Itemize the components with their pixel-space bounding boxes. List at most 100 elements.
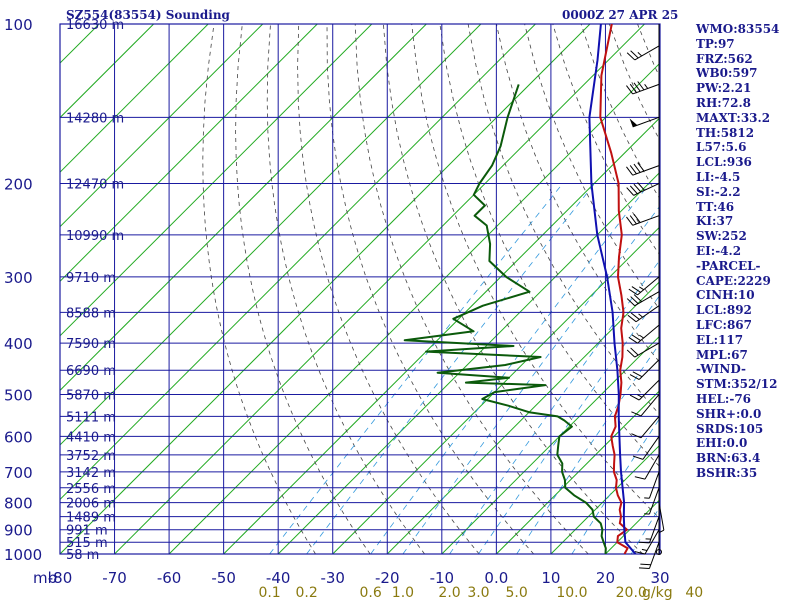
height-label: 5111 m: [66, 410, 116, 425]
wind-barb: [631, 416, 660, 439]
wind-barb: [626, 291, 660, 307]
temperature-tick-label: -40: [266, 569, 291, 587]
index-entry: KI:37: [696, 214, 734, 229]
wind-barb: [638, 542, 660, 570]
wind-barb: [628, 276, 660, 296]
temperature-tick-label: 30: [650, 569, 669, 587]
index-entry: SI:-2.2: [696, 184, 741, 199]
index-entry: BSHR:35: [696, 465, 758, 480]
index-entry: L57:5.6: [696, 140, 747, 155]
wind-barb: [626, 45, 660, 61]
wind-barb: [626, 162, 660, 176]
mixing-ratio-tick-label: 10.0: [556, 585, 587, 600]
indices-panel: WMO:83554 TP:97 FRZ:562 WB0:597 PW:2.21 RH:72…: [696, 22, 800, 481]
mixing-ratio-line: [478, 294, 660, 554]
index-entry: -WIND-: [696, 362, 746, 377]
mixing-ratio-tick-label: 40: [685, 585, 703, 600]
station-title: SZ554(83554) Sounding: [66, 8, 230, 22]
pressure-tick-label: 900: [4, 522, 33, 540]
index-entry: LCL:892: [696, 303, 752, 318]
height-label: 7590 m: [66, 337, 116, 352]
pressure-tick-label: 600: [4, 428, 33, 446]
mixing-ratio-tick-label: 0.6: [360, 585, 382, 600]
pressure-tick-label: 700: [4, 464, 33, 482]
mixing-ratio-tick-label: 2.0: [438, 585, 460, 600]
wind-barb: [629, 359, 660, 380]
mixing-ratio-tick-label: 1.0: [392, 585, 414, 600]
isotherm-line: [60, 24, 591, 554]
pressure-tick-labels: 100 200 300 400 500 600 700 800 900 1000: [4, 16, 42, 564]
sounding-series: [403, 24, 637, 554]
pressure-tick-label: 500: [4, 386, 33, 404]
height-label: 6690 m: [66, 364, 116, 379]
index-entry: TH:5812: [696, 125, 755, 140]
mixing-ratio-line: [630, 505, 660, 554]
index-entry: MPL:67: [696, 347, 748, 362]
wind-barb: [627, 305, 660, 323]
temperature-tick-label: 10: [541, 569, 560, 587]
pressure-tick-label: 400: [4, 335, 33, 353]
pressure-tick-label: 200: [4, 176, 33, 194]
isotherm-line: [60, 24, 482, 446]
calm-wind-circle: [656, 549, 662, 555]
isotherm-line: [60, 24, 373, 337]
wind-barb: [629, 379, 660, 401]
temperature-line: [599, 24, 629, 554]
index-entry: CINH:10: [696, 288, 755, 303]
index-entry: SHR+:0.0: [696, 406, 762, 421]
index-entry: WB0:597: [696, 66, 758, 81]
height-label: 8588 m: [66, 306, 116, 321]
pressure-tick-label: 300: [4, 269, 33, 287]
wind-barbs: [626, 24, 665, 570]
temperature-tick-label: -80: [48, 569, 73, 587]
isotherm-line: [60, 24, 536, 501]
index-entry: SRDS:105: [696, 421, 764, 436]
index-entry: CAPE:2229: [696, 273, 771, 288]
height-label: 3752 m: [66, 449, 116, 464]
isotherm-line: [114, 24, 645, 554]
wind-barb: [631, 394, 660, 417]
height-label: 2556 m: [66, 482, 116, 497]
isotherm-line: [496, 389, 660, 554]
height-label: 2006 m: [66, 497, 116, 512]
height-label: 4410 m: [66, 430, 116, 445]
mixing-ratio-tick-label: 20.0: [616, 585, 647, 600]
isotherm-line: [332, 226, 660, 554]
temperature-tick-label: -10: [430, 569, 455, 587]
index-entry: SW:252: [696, 229, 747, 244]
isotherm-lines: [60, 24, 660, 554]
index-entry: EHI:0.0: [696, 436, 748, 451]
x-axis-unit-label: mb: [33, 569, 57, 587]
index-entry: LCL:936: [696, 155, 752, 170]
temperature-tick-label: -30: [320, 569, 345, 587]
pressure-tick-label: 1000: [4, 546, 42, 564]
index-entry: STM:352/12: [696, 377, 778, 392]
wind-barb: [634, 529, 660, 555]
sounding-time: 0000Z 27 APR 25: [562, 8, 679, 22]
temperature-tick-label: -20: [375, 569, 400, 587]
height-label: 16630 m: [66, 18, 124, 33]
isotherm-line: [386, 280, 660, 554]
isotherm-line: [60, 24, 318, 282]
isotherm-line: [60, 24, 427, 392]
temperature-tick-label: -50: [211, 569, 236, 587]
index-entry: -PARCEL-: [696, 258, 761, 273]
isotherm-line: [168, 62, 660, 554]
index-entry: PW:2.21: [696, 81, 752, 96]
index-entry: HEL:-76: [696, 391, 752, 406]
temperature-tick-label: -60: [157, 569, 182, 587]
height-label: 1489 m: [66, 511, 116, 526]
index-entry: TT:46: [696, 199, 735, 214]
wind-barb: [644, 471, 660, 499]
temperature-tick-labels: mb-80 -70 -60 -50 -40 -30 -20 -10 0.0 10 20 30: [33, 569, 670, 587]
isotherm-line: [550, 444, 660, 554]
wind-barb: [638, 516, 660, 544]
mixing-ratio-tick-label: 3.0: [467, 585, 489, 600]
temperature-tick-label: 0.0: [484, 569, 508, 587]
height-label: 3142 m: [66, 466, 116, 481]
height-label: 515 m: [66, 536, 108, 551]
mixing-ratio-tick-label: 5.0: [506, 585, 528, 600]
isotherm-line: [441, 335, 660, 554]
wind-barb: [628, 324, 660, 344]
